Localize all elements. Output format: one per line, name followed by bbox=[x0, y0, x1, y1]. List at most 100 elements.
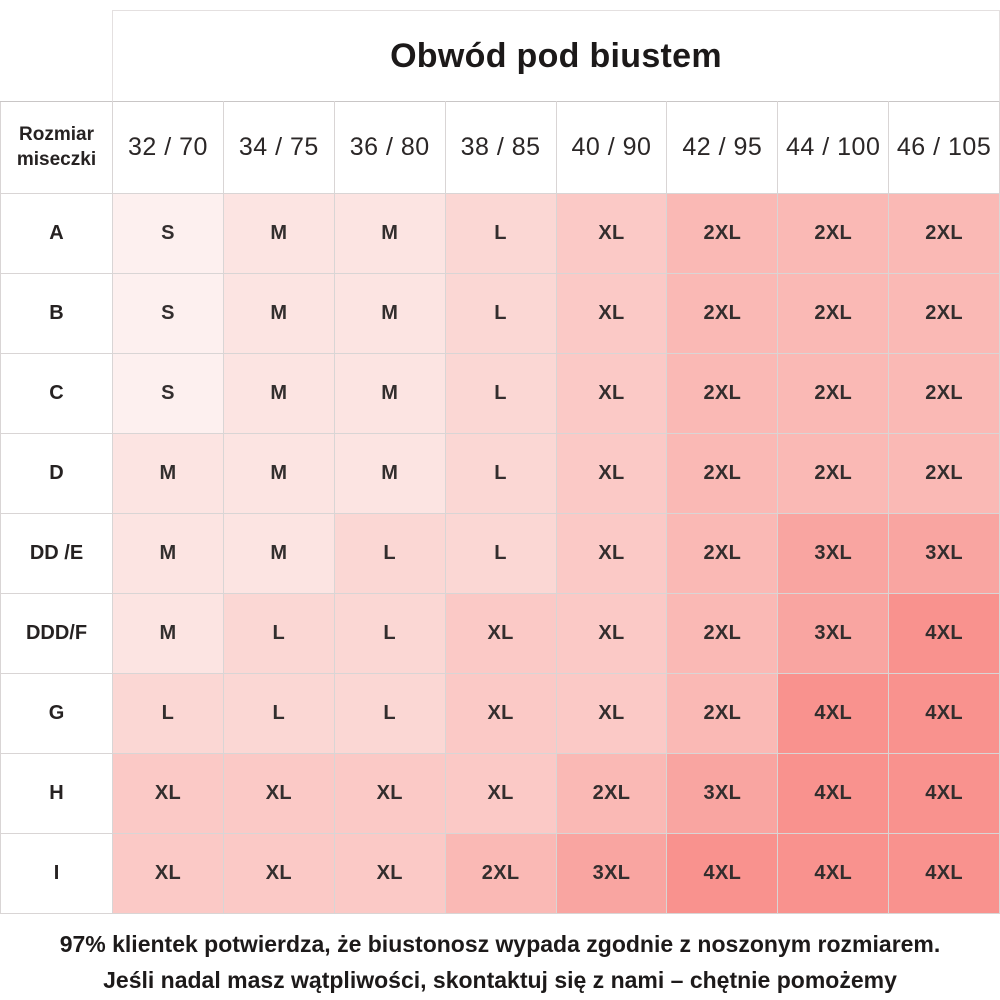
footer-line-2: Jeśli nadal masz wątpliwości, skontaktuj… bbox=[103, 966, 897, 993]
row-label: C bbox=[0, 353, 113, 434]
size-cell: XL bbox=[222, 753, 335, 834]
table-row: A S M M L XL 2XL 2XL 2XL bbox=[0, 193, 1000, 274]
size-cell: M bbox=[333, 433, 446, 514]
size-cell: L bbox=[444, 513, 557, 594]
size-cell: 2XL bbox=[888, 273, 1000, 354]
size-cell: L bbox=[444, 433, 557, 514]
size-cell: XL bbox=[555, 673, 668, 754]
size-cell: XL bbox=[222, 833, 335, 914]
size-cell: 3XL bbox=[555, 833, 668, 914]
size-cell: XL bbox=[444, 593, 557, 674]
size-cell: L bbox=[112, 673, 224, 754]
size-cell: L bbox=[333, 673, 446, 754]
size-cell: L bbox=[222, 673, 335, 754]
size-cell: 2XL bbox=[444, 833, 557, 914]
row-label: D bbox=[0, 433, 113, 514]
size-cell: 3XL bbox=[777, 513, 890, 594]
size-cell: M bbox=[112, 513, 224, 594]
title-row: Obwód pod biustem bbox=[0, 0, 1000, 101]
row-label: G bbox=[0, 673, 113, 754]
size-cell: 2XL bbox=[777, 273, 890, 354]
size-cell: XL bbox=[112, 833, 224, 914]
size-cell: M bbox=[112, 433, 224, 514]
table-title: Obwód pod biustem bbox=[112, 10, 1000, 101]
size-cell: 3XL bbox=[777, 593, 890, 674]
table-row: C S M M L XL 2XL 2XL 2XL bbox=[0, 353, 1000, 434]
size-cell: 2XL bbox=[888, 433, 1000, 514]
size-cell: M bbox=[222, 193, 335, 274]
table-row: I XL XL XL 2XL 3XL 4XL 4XL 4XL bbox=[0, 833, 1000, 914]
size-table: Rozmiar miseczki 32 / 70 34 / 75 36 / 80 38 … bbox=[0, 101, 1000, 914]
size-cell: XL bbox=[112, 753, 224, 834]
size-cell: 4XL bbox=[888, 673, 1000, 754]
size-cell: M bbox=[222, 433, 335, 514]
size-cell: S bbox=[112, 193, 224, 274]
footer-note: 97% klientek potwierdza, że biustonosz w… bbox=[0, 914, 1000, 998]
size-cell: L bbox=[444, 193, 557, 274]
size-cell: 3XL bbox=[666, 753, 779, 834]
size-cell: M bbox=[333, 353, 446, 434]
size-cell: L bbox=[444, 273, 557, 354]
row-label: B bbox=[0, 273, 113, 354]
size-cell: 2XL bbox=[777, 433, 890, 514]
size-cell: 2XL bbox=[888, 353, 1000, 434]
size-cell: XL bbox=[555, 353, 668, 434]
table-row: DDD/F M L L XL XL 2XL 3XL 4XL bbox=[0, 593, 1000, 674]
footer-line-1: 97% klientek potwierdza, że biustonosz w… bbox=[59, 931, 941, 957]
size-cell: M bbox=[333, 193, 446, 274]
size-cell: L bbox=[444, 353, 557, 434]
column-header: 44 / 100 bbox=[777, 101, 890, 194]
size-cell: M bbox=[222, 513, 335, 594]
size-cell: L bbox=[333, 513, 446, 594]
size-cell: S bbox=[112, 353, 224, 434]
size-cell: 2XL bbox=[666, 593, 779, 674]
size-cell: 2XL bbox=[666, 193, 779, 274]
size-cell: XL bbox=[333, 833, 446, 914]
header-row: Rozmiar miseczki 32 / 70 34 / 75 36 / 80 38 … bbox=[0, 101, 1000, 194]
column-header: 38 / 85 bbox=[444, 101, 557, 194]
size-cell: XL bbox=[555, 433, 668, 514]
size-cell: 2XL bbox=[666, 513, 779, 594]
size-cell: 2XL bbox=[777, 193, 890, 274]
size-cell: 2XL bbox=[777, 353, 890, 434]
size-cell: XL bbox=[444, 673, 557, 754]
column-header: 32 / 70 bbox=[112, 101, 224, 194]
table-row: H XL XL XL XL 2XL 3XL 4XL 4XL bbox=[0, 753, 1000, 834]
column-header: 40 / 90 bbox=[555, 101, 668, 194]
corner-spacer bbox=[0, 10, 112, 101]
size-cell: M bbox=[222, 273, 335, 354]
size-cell: M bbox=[222, 353, 335, 434]
size-cell: 2XL bbox=[666, 673, 779, 754]
table-row: G L L L XL XL 2XL 4XL 4XL bbox=[0, 673, 1000, 754]
size-cell: 2XL bbox=[666, 273, 779, 354]
size-cell: XL bbox=[555, 193, 668, 274]
size-cell: 4XL bbox=[888, 833, 1000, 914]
row-label: H bbox=[0, 753, 113, 834]
size-cell: 2XL bbox=[888, 193, 1000, 274]
row-label: DD /E bbox=[0, 513, 113, 594]
size-cell: XL bbox=[444, 753, 557, 834]
row-label: I bbox=[0, 833, 113, 914]
size-cell: M bbox=[333, 273, 446, 354]
column-header: 36 / 80 bbox=[333, 101, 446, 194]
table-row: D M M M L XL 2XL 2XL 2XL bbox=[0, 433, 1000, 514]
size-cell: 4XL bbox=[777, 833, 890, 914]
row-label: A bbox=[0, 193, 113, 274]
column-header: 46 / 105 bbox=[888, 101, 1000, 194]
size-cell: 4XL bbox=[777, 753, 890, 834]
size-cell: 4XL bbox=[666, 833, 779, 914]
row-label: DDD/F bbox=[0, 593, 113, 674]
size-cell: 2XL bbox=[666, 353, 779, 434]
size-cell: L bbox=[222, 593, 335, 674]
size-cell: 2XL bbox=[555, 753, 668, 834]
size-cell: 4XL bbox=[888, 593, 1000, 674]
table-row: DD /E M M L L XL 2XL 3XL 3XL bbox=[0, 513, 1000, 594]
size-cell: XL bbox=[555, 513, 668, 594]
size-cell: S bbox=[112, 273, 224, 354]
size-cell: M bbox=[112, 593, 224, 674]
corner-header: Rozmiar miseczki bbox=[0, 101, 113, 194]
size-cell: XL bbox=[333, 753, 446, 834]
size-cell: L bbox=[333, 593, 446, 674]
column-header: 34 / 75 bbox=[222, 101, 335, 194]
